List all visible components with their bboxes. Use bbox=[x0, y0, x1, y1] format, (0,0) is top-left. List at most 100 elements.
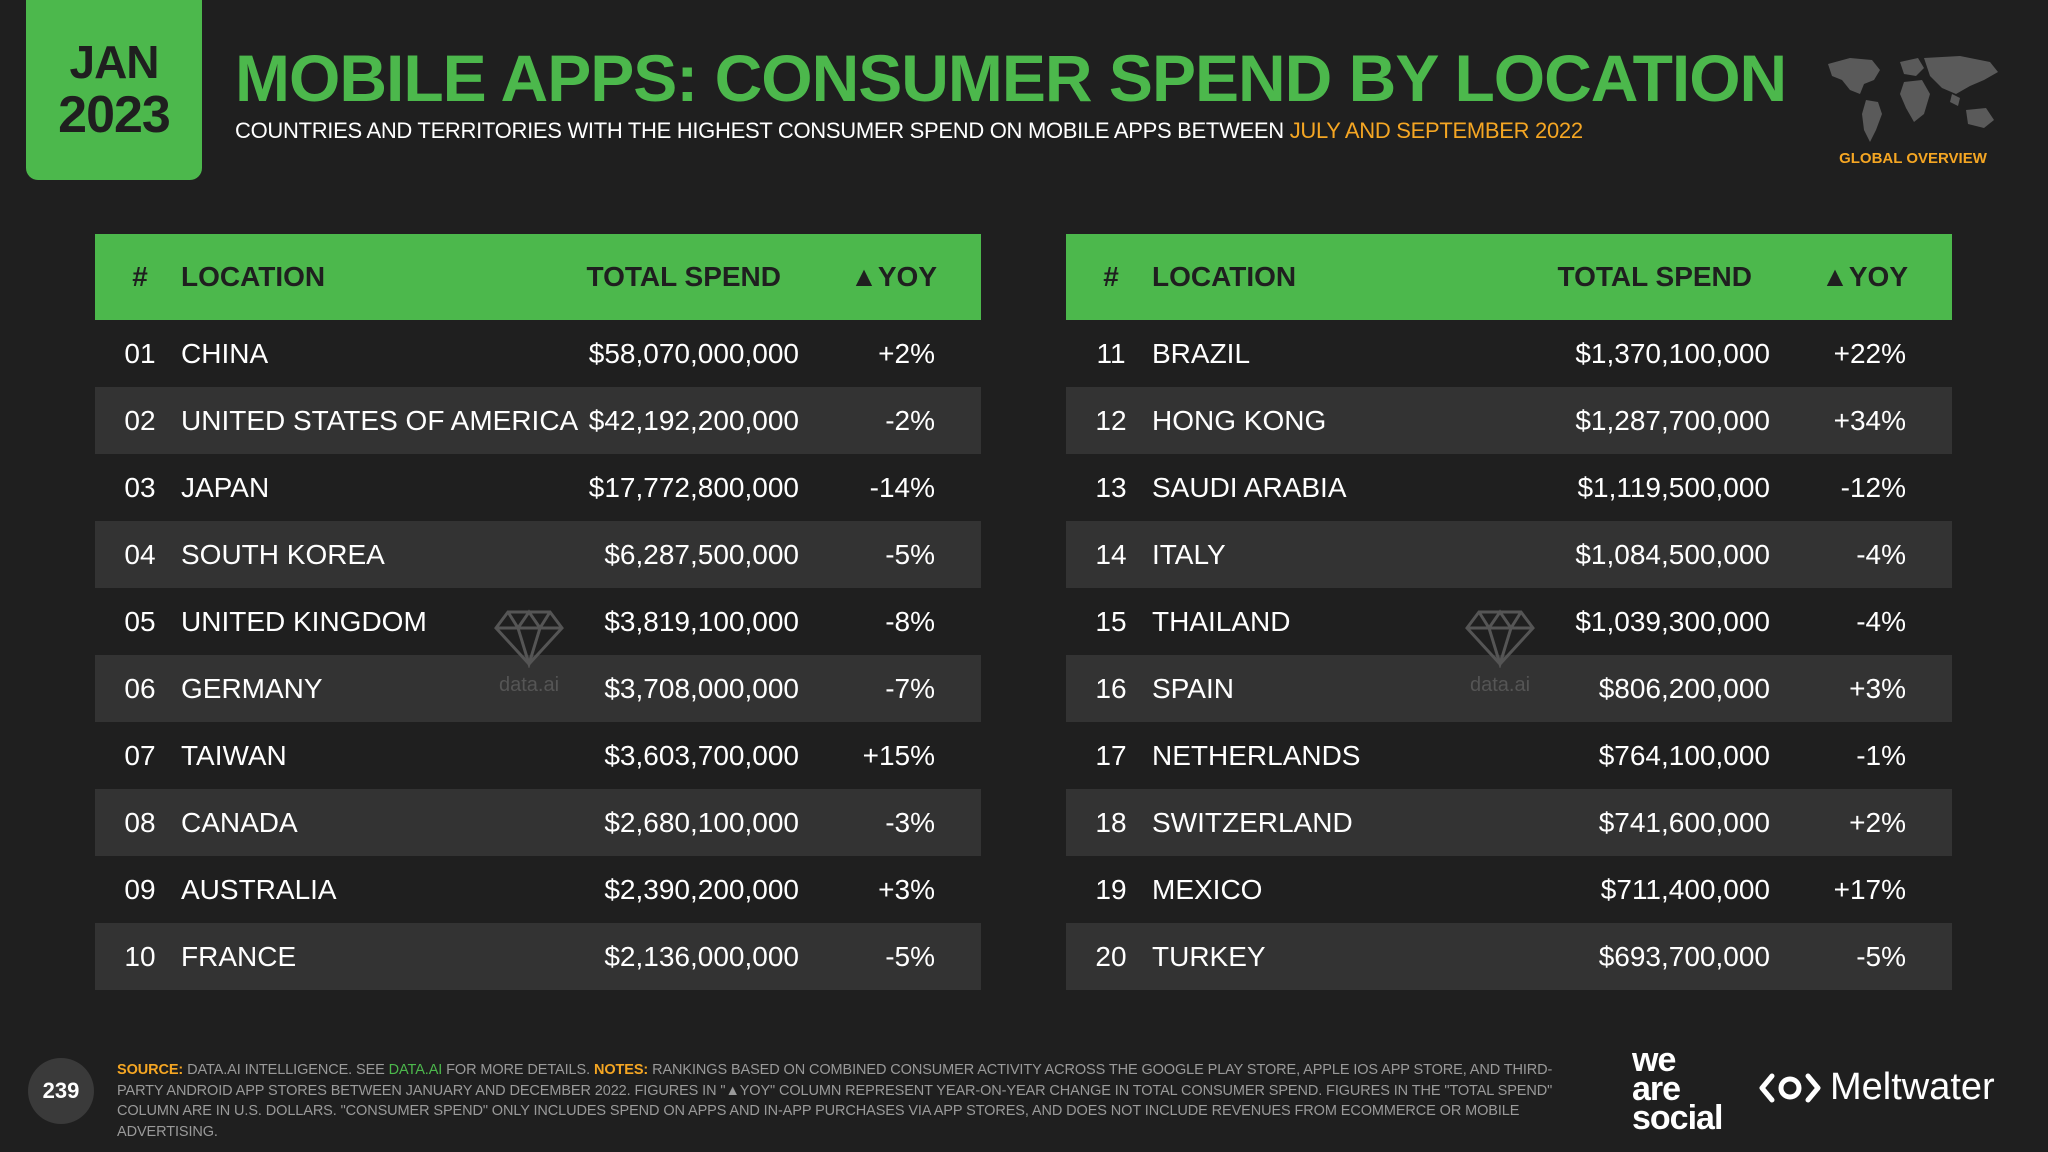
row-location: SWITZERLAND bbox=[1152, 806, 1353, 838]
row-rank: 04 bbox=[124, 538, 156, 570]
row-rank: 10 bbox=[124, 940, 156, 972]
row-spend: $693,700,000 bbox=[1598, 940, 1770, 972]
diamond-icon bbox=[494, 609, 564, 668]
row-spend: $58,070,000,000 bbox=[588, 337, 799, 369]
row-spend: $1,084,500,000 bbox=[1575, 538, 1770, 570]
table-row: 01 CHINA $58,070,000,000 +2% bbox=[95, 320, 981, 387]
row-rank: 09 bbox=[124, 873, 156, 905]
row-yoy: +22% bbox=[1833, 337, 1906, 369]
table-row: 13 SAUDI ARABIA $1,119,500,000 -12% bbox=[1066, 454, 1952, 521]
row-spend: $741,600,000 bbox=[1598, 806, 1770, 838]
subtitle-highlight: JULY AND SEPTEMBER 2022 bbox=[1289, 118, 1583, 143]
row-spend: $3,603,700,000 bbox=[604, 739, 799, 771]
row-rank: 20 bbox=[1095, 940, 1127, 972]
row-location: ITALY bbox=[1152, 538, 1226, 570]
source-text-2: FOR MORE DETAILS. bbox=[446, 1062, 591, 1078]
row-yoy: -2% bbox=[885, 404, 935, 436]
watermark-text: data.ai bbox=[498, 674, 560, 696]
row-yoy: +2% bbox=[878, 337, 935, 369]
header-location: LOCATION bbox=[1152, 261, 1297, 292]
row-rank: 15 bbox=[1095, 605, 1127, 637]
row-spend: $1,119,500,000 bbox=[1577, 471, 1770, 503]
table-row: 09 AUSTRALIA $2,390,200,000 +3% bbox=[95, 856, 981, 923]
row-rank: 11 bbox=[1096, 337, 1126, 369]
table-row: 05 UNITED KINGDOM $3,819,100,000 -8% bbox=[95, 588, 981, 655]
row-yoy: +15% bbox=[862, 739, 935, 771]
row-spend: $42,192,200,000 bbox=[588, 404, 799, 436]
notes-text: RANKINGS BASED ON COMBINED CONSUMER ACTI… bbox=[117, 1062, 1553, 1140]
header-yoy: ▲YOY bbox=[850, 261, 937, 292]
row-location: UNITED KINGDOM bbox=[181, 605, 427, 637]
header-rank: # bbox=[1103, 261, 1119, 292]
row-spend: $6,287,500,000 bbox=[604, 538, 799, 570]
data-ai-watermark: data.ai bbox=[489, 608, 569, 697]
row-yoy: -7% bbox=[885, 672, 935, 704]
source-link[interactable]: DATA.AI bbox=[388, 1062, 443, 1078]
table-row: 11 BRAZIL $1,370,100,000 +22% bbox=[1066, 320, 1952, 387]
row-yoy: +3% bbox=[1849, 672, 1906, 704]
diamond-icon bbox=[1465, 609, 1535, 668]
table-row: 07 TAIWAN $3,603,700,000 +15% bbox=[95, 722, 981, 789]
table-row: 20 TURKEY $693,700,000 -5% bbox=[1066, 923, 1952, 990]
row-spend: $2,136,000,000 bbox=[604, 940, 799, 972]
date-year: 2023 bbox=[58, 86, 171, 144]
watermark-text: data.ai bbox=[1469, 674, 1531, 696]
row-rank: 17 bbox=[1095, 739, 1127, 771]
row-rank: 02 bbox=[124, 404, 156, 436]
table-row: 14 ITALY $1,084,500,000 -4% bbox=[1066, 521, 1952, 588]
date-badge: JAN 2023 bbox=[26, 0, 202, 180]
row-location: FRANCE bbox=[181, 940, 297, 972]
table-row: 18 SWITZERLAND $741,600,000 +2% bbox=[1066, 789, 1952, 856]
page-number: 239 bbox=[28, 1058, 94, 1124]
row-yoy: -14% bbox=[869, 471, 935, 503]
row-yoy: -4% bbox=[1856, 605, 1906, 637]
row-yoy: -1% bbox=[1856, 739, 1906, 771]
row-yoy: -4% bbox=[1856, 538, 1906, 570]
row-yoy: -5% bbox=[885, 538, 935, 570]
meltwater-icon bbox=[1759, 1073, 1821, 1102]
header-location: LOCATION bbox=[181, 261, 326, 292]
row-spend: $3,819,100,000 bbox=[604, 605, 799, 637]
header-total-spend: TOTAL SPEND bbox=[586, 261, 781, 292]
table-row: 17 NETHERLANDS $764,100,000 -1% bbox=[1066, 722, 1952, 789]
row-location: TAIWAN bbox=[181, 739, 287, 771]
ranking-table-right: # LOCATION TOTAL SPEND ▲YOY 11 BRAZIL $1… bbox=[1066, 234, 1952, 990]
row-location: BRAZIL bbox=[1152, 337, 1251, 369]
row-spend: $1,287,700,000 bbox=[1575, 404, 1770, 436]
row-yoy: -8% bbox=[885, 605, 935, 637]
row-yoy: +3% bbox=[878, 873, 935, 905]
footnote: SOURCE: DATA.AI INTELLIGENCE. SEE DATA.A… bbox=[117, 1060, 1597, 1142]
source-text: DATA.AI INTELLIGENCE. SEE bbox=[187, 1062, 385, 1078]
table-row: 10 FRANCE $2,136,000,000 -5% bbox=[95, 923, 981, 990]
row-yoy: +17% bbox=[1833, 873, 1906, 905]
table-row: 12 HONG KONG $1,287,700,000 +34% bbox=[1066, 387, 1952, 454]
row-yoy: -5% bbox=[1856, 940, 1906, 972]
table-header: # LOCATION TOTAL SPEND ▲YOY bbox=[1066, 234, 1952, 320]
row-rank: 07 bbox=[124, 739, 156, 771]
global-overview-label: GLOBAL OVERVIEW bbox=[1839, 150, 1987, 167]
row-rank: 18 bbox=[1095, 806, 1127, 838]
row-spend: $806,200,000 bbox=[1598, 672, 1770, 704]
row-location: TURKEY bbox=[1152, 940, 1266, 972]
page-title: MOBILE APPS: CONSUMER SPEND BY LOCATION bbox=[235, 41, 1787, 115]
row-location: MEXICO bbox=[1152, 873, 1263, 905]
page-subtitle: COUNTRIES AND TERRITORIES WITH THE HIGHE… bbox=[235, 118, 1583, 144]
table-row: 06 GERMANY $3,708,000,000 -7% bbox=[95, 655, 981, 722]
row-spend: $2,680,100,000 bbox=[604, 806, 799, 838]
row-location: CANADA bbox=[181, 806, 298, 838]
row-location: THAILAND bbox=[1152, 605, 1291, 637]
row-spend: $3,708,000,000 bbox=[604, 672, 799, 704]
logo-line: we bbox=[1632, 1041, 1676, 1079]
row-location: SOUTH KOREA bbox=[181, 538, 385, 570]
row-location: SPAIN bbox=[1152, 672, 1234, 704]
ranking-table-left: # LOCATION TOTAL SPEND ▲YOY 01 CHINA $58… bbox=[95, 234, 981, 990]
row-location: NETHERLANDS bbox=[1152, 739, 1361, 771]
table-row: 03 JAPAN $17,772,800,000 -14% bbox=[95, 454, 981, 521]
meltwater-wordmark: Meltwater bbox=[1830, 1066, 1995, 1108]
table-row: 16 SPAIN $806,200,000 +3% bbox=[1066, 655, 1952, 722]
row-location: UNITED STATES OF AMERICA bbox=[181, 404, 579, 436]
notes-label: NOTES: bbox=[593, 1062, 649, 1078]
table-row: 02 UNITED STATES OF AMERICA $42,192,200,… bbox=[95, 387, 981, 454]
logo-line: social bbox=[1632, 1099, 1723, 1138]
table-row: 19 MEXICO $711,400,000 +17% bbox=[1066, 856, 1952, 923]
